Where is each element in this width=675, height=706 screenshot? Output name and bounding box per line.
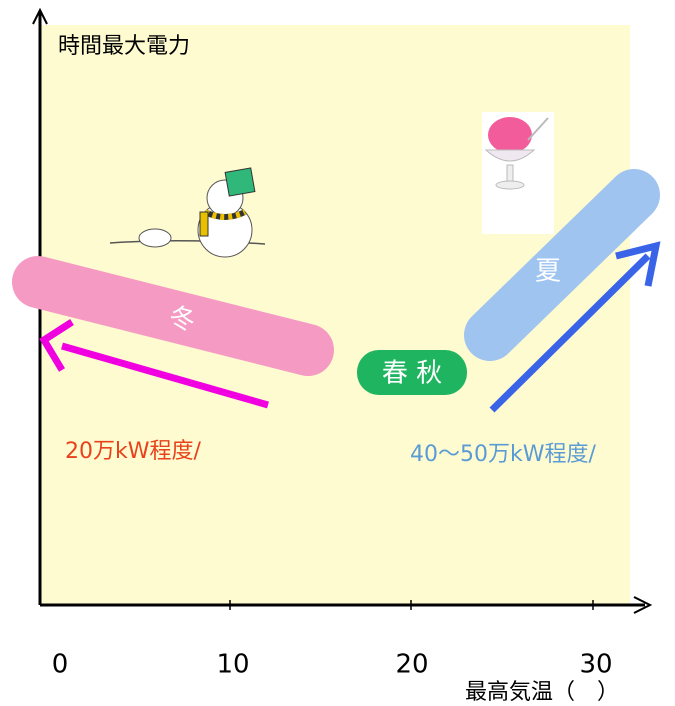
- summer-band: [464, 169, 660, 361]
- x-tick-label: 30: [579, 650, 612, 680]
- winter-band: [12, 256, 334, 376]
- winter-annotation: 20万kW程度/: [65, 439, 201, 464]
- winter-arrow: [61, 342, 269, 409]
- summer-arrow-head: [615, 241, 661, 287]
- summer-label: 夏: [535, 257, 561, 287]
- spring-autumn-badge: [357, 350, 467, 395]
- summer-annotation: 40～50万kW程度/: [410, 442, 596, 467]
- x-tick-label: 20: [395, 650, 428, 680]
- shaved-ice-illustration: [482, 112, 554, 234]
- snowman-illustration: [109, 167, 266, 258]
- x-axis-arrow: [633, 596, 653, 614]
- x-axis-label: 最高気温（ ）: [465, 680, 619, 705]
- x-tick-label: 0: [52, 650, 69, 680]
- x-tick-label: 10: [216, 650, 249, 680]
- y-axis-arrow: [32, 7, 48, 25]
- summer-arrow: [489, 253, 651, 413]
- winter-arrow-head: [39, 319, 74, 372]
- spring-autumn-label: 春 秋: [382, 359, 442, 389]
- y-axis-label: 時間最大電力: [58, 34, 190, 59]
